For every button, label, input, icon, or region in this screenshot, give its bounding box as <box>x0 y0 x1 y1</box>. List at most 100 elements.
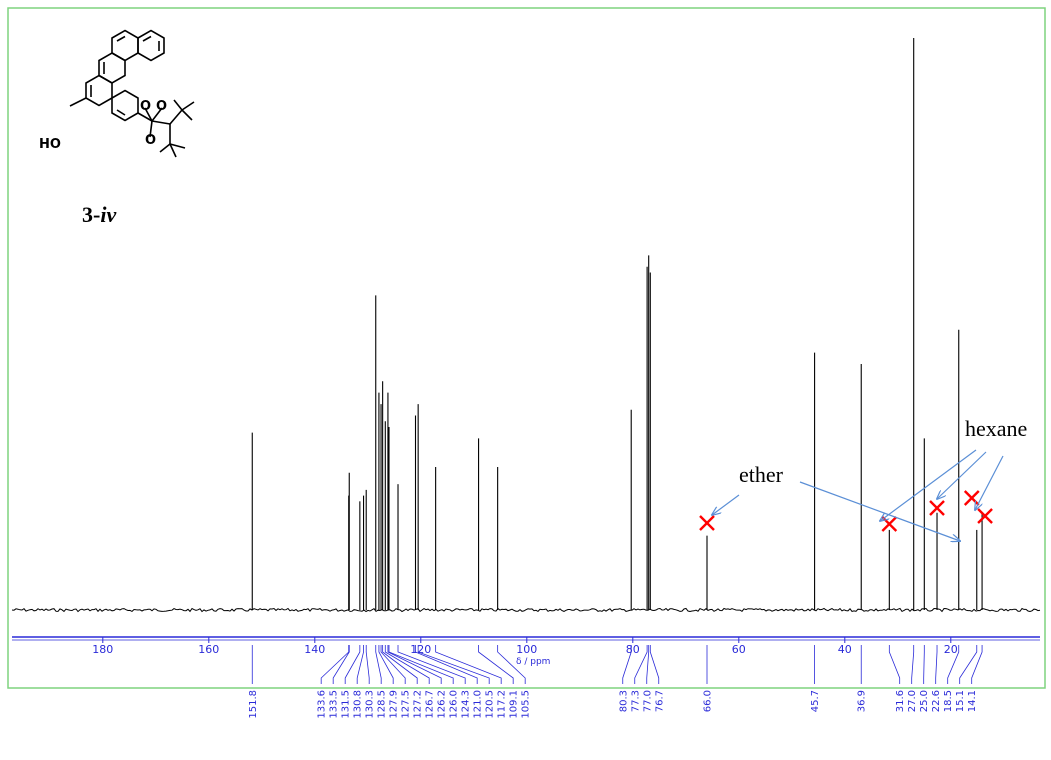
frame <box>7 7 1046 689</box>
peak-label: 130.8 <box>353 690 364 719</box>
peak-leader-line <box>365 645 370 684</box>
peak-label: 18.5 <box>943 690 954 712</box>
peak-leader-line <box>634 645 648 684</box>
peak-label: 121.0 <box>473 690 484 719</box>
peak-leader-line <box>923 645 925 684</box>
peak-label: 25.0 <box>919 690 930 712</box>
peak-label: 27.0 <box>907 690 918 712</box>
tick-label: 140 <box>304 643 325 656</box>
peak-leader-line <box>384 645 430 684</box>
peak-label: 80.3 <box>618 690 629 712</box>
peak-leader-line <box>947 645 960 684</box>
peak-label: 14.1 <box>967 690 978 712</box>
peak-label: 126.0 <box>449 690 460 719</box>
peak-label: 120.5 <box>485 690 496 719</box>
hexane-arrow-1 <box>880 449 977 521</box>
peak-label: 117.2 <box>497 690 508 719</box>
peak-leader-line <box>478 645 514 684</box>
ether-annotation: ether <box>739 462 784 487</box>
peak-leader-line <box>417 645 490 684</box>
impurity-x-mark <box>699 515 715 531</box>
peak-label: 31.6 <box>895 690 906 712</box>
impurity-x-mark <box>977 508 993 524</box>
impurity-x-mark <box>929 500 945 516</box>
peak-label: 127.5 <box>401 690 412 719</box>
peak-leader-line <box>378 645 394 684</box>
peak-label: 127.9 <box>389 690 400 719</box>
peak-label: 36.9 <box>857 690 868 712</box>
peak-leader-line <box>497 645 526 684</box>
peak-leader-line <box>888 645 901 684</box>
peak-labels-layer: 151.8 133.6 133.5 131.5 130.8 130.3 128.5 127.9… <box>248 645 983 719</box>
compound-label-main: 3- <box>82 202 100 227</box>
tick-label: 60 <box>732 643 746 656</box>
peak-leader-line <box>959 645 978 684</box>
structure-drawing <box>69 29 195 158</box>
peak-leader-line <box>375 645 382 684</box>
peak-label: 77.3 <box>630 690 641 712</box>
peak-label: 133.6 <box>317 690 328 719</box>
ticks-layer: 180 160 140 120 100 80 60 40 20 <box>92 637 958 656</box>
ether-arrow-1 <box>712 494 740 515</box>
ho-atom-label: HO <box>39 137 61 152</box>
peak-leader-line <box>911 645 915 684</box>
peak-leader-line <box>435 645 502 684</box>
o-atom-label: O <box>145 133 156 148</box>
hexane-annotation: hexane <box>965 416 1027 441</box>
tick-label: 180 <box>92 643 113 656</box>
tick-label: 40 <box>838 643 852 656</box>
o-atom-label: O <box>156 99 167 114</box>
peak-label: 126.7 <box>425 690 436 719</box>
peak-label: 151.8 <box>248 690 259 719</box>
peak-label: 45.7 <box>810 690 821 712</box>
peak-label: 127.2 <box>413 690 424 719</box>
ether-arrow-2 <box>799 481 960 541</box>
peak-leader-line <box>356 645 364 684</box>
tick-label: 80 <box>626 643 640 656</box>
peak-label: 126.2 <box>437 690 448 719</box>
annotation-arrows <box>712 449 1004 541</box>
peak-leader-line <box>382 645 418 684</box>
peak-leader-line <box>344 645 361 684</box>
impurity-x-mark <box>881 516 898 532</box>
peak-label: 105.5 <box>521 690 532 719</box>
peak-label: 77.0 <box>642 690 653 712</box>
peak-label: 133.5 <box>329 690 340 719</box>
peaks-layer <box>251 38 983 610</box>
tick-label: 160 <box>198 643 219 656</box>
peak-leader-line <box>320 645 350 684</box>
compound-label: 3-iv <box>82 202 116 227</box>
tick-label: 20 <box>944 643 958 656</box>
peak-label: 124.3 <box>461 690 472 719</box>
tick-label: 100 <box>516 643 537 656</box>
peak-label: 131.5 <box>341 690 352 719</box>
peak-leader-line <box>387 645 442 684</box>
hexane-arrow-2 <box>937 451 987 499</box>
x-axis-label: δ / ppm <box>516 657 550 667</box>
o-atom-label: O <box>140 99 151 114</box>
peak-label: 76.7 <box>654 690 665 712</box>
peak-leader-line <box>380 645 406 684</box>
peak-leader-line <box>646 645 650 684</box>
peak-leader-line <box>415 645 478 684</box>
peak-label: 109.1 <box>509 690 520 719</box>
peak-leader-line <box>649 645 660 684</box>
peak-label: 66.0 <box>703 690 714 712</box>
peak-label: 22.6 <box>931 690 942 712</box>
baseline-noise <box>11 607 1041 613</box>
peak-label: 130.3 <box>365 690 376 719</box>
impurity-x-mark <box>963 490 980 506</box>
peak-label: 15.1 <box>955 690 966 712</box>
peak-leader-line <box>388 645 454 684</box>
hexane-arrow-3 <box>975 455 1004 510</box>
peak-leader-line <box>971 645 983 684</box>
peak-leader-line <box>397 645 466 684</box>
peak-label: 128.5 <box>377 690 388 719</box>
impurity-marks-layer <box>699 490 993 532</box>
peak-leader-line <box>332 645 350 684</box>
peak-leader-line <box>935 645 938 684</box>
compound-label-italic: iv <box>100 202 116 227</box>
peak-leader-line <box>622 645 632 684</box>
